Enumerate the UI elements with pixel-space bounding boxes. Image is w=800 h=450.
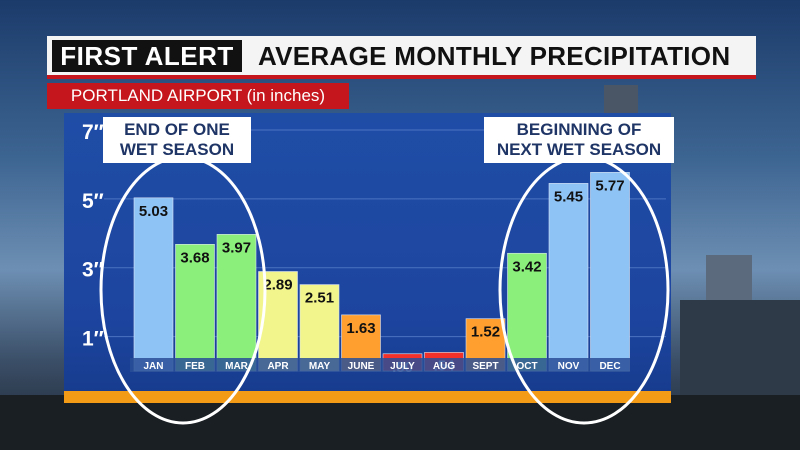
bar-value-label: 5.03 (139, 203, 168, 220)
x-tick-label: SEPT (472, 361, 498, 372)
y-tick-label: 3″ (82, 259, 104, 282)
bar-mar (216, 234, 257, 372)
bar-value-label: 2.89 (263, 277, 292, 294)
subtitle-badge: PORTLAND AIRPORT (in inches) (47, 83, 349, 109)
bar-value-label: 3.97 (222, 239, 251, 256)
bar-value-label: 1.63 (346, 320, 375, 337)
chart-title: AVERAGE MONTHLY PRECIPITATION (258, 41, 731, 71)
annotation-line: WET SEASON (119, 140, 235, 159)
background-tower (604, 85, 638, 115)
background-ground (0, 395, 800, 450)
annotation-line: END OF ONE (124, 120, 230, 139)
bar-may (299, 284, 340, 372)
x-tick-label: MAY (309, 361, 331, 372)
y-tick-label: 7″ (82, 121, 104, 144)
x-tick-label: FEB (185, 361, 205, 372)
bar-value-label: 5.77 (595, 177, 624, 194)
background-tower (680, 300, 800, 410)
bar-value-label: 2.51 (305, 290, 334, 307)
x-tick-label: OCT (516, 361, 537, 372)
x-tick-label: NOV (558, 361, 580, 372)
x-tick-label: JAN (143, 361, 163, 372)
x-tick-label: AUG (433, 361, 455, 372)
bar-value-label: 3.68 (180, 249, 209, 266)
annotation-line: NEXT WET SEASON (496, 140, 662, 159)
first-alert-logo: FIRST ALERT (52, 40, 242, 72)
first-alert-text: FIRST ALERT (60, 41, 234, 71)
banner-red-stripe (47, 75, 756, 79)
plot-footer-bar (64, 391, 671, 403)
bar-value-label: 3.42 (512, 258, 541, 275)
annotation-end-of-wet-season: END OF ONE WET SEASON (103, 117, 251, 163)
annotation-line: BEGINNING OF (516, 120, 642, 139)
bar-value-label: 1.52 (471, 324, 500, 341)
x-tick-label: JULY (390, 361, 415, 372)
bar-value-label: 5.45 (554, 188, 583, 205)
y-tick-label: 1″ (82, 328, 104, 351)
annotation-beginning-of-wet-season: BEGINNING OF NEXT WET SEASON (484, 117, 674, 163)
x-tick-label: APR (267, 361, 289, 372)
x-tick-label: JUNE (348, 361, 375, 372)
chart-subtitle: PORTLAND AIRPORT (in inches) (70, 86, 326, 105)
bar-dec (590, 172, 630, 372)
bar-nov (548, 183, 589, 372)
x-tick-label: DEC (599, 361, 620, 372)
x-axis-band (130, 358, 630, 372)
bar-jan (133, 197, 174, 372)
x-tick-label: MAR (225, 361, 249, 372)
bar-oct (507, 252, 547, 372)
y-tick-label: 5″ (82, 190, 104, 213)
